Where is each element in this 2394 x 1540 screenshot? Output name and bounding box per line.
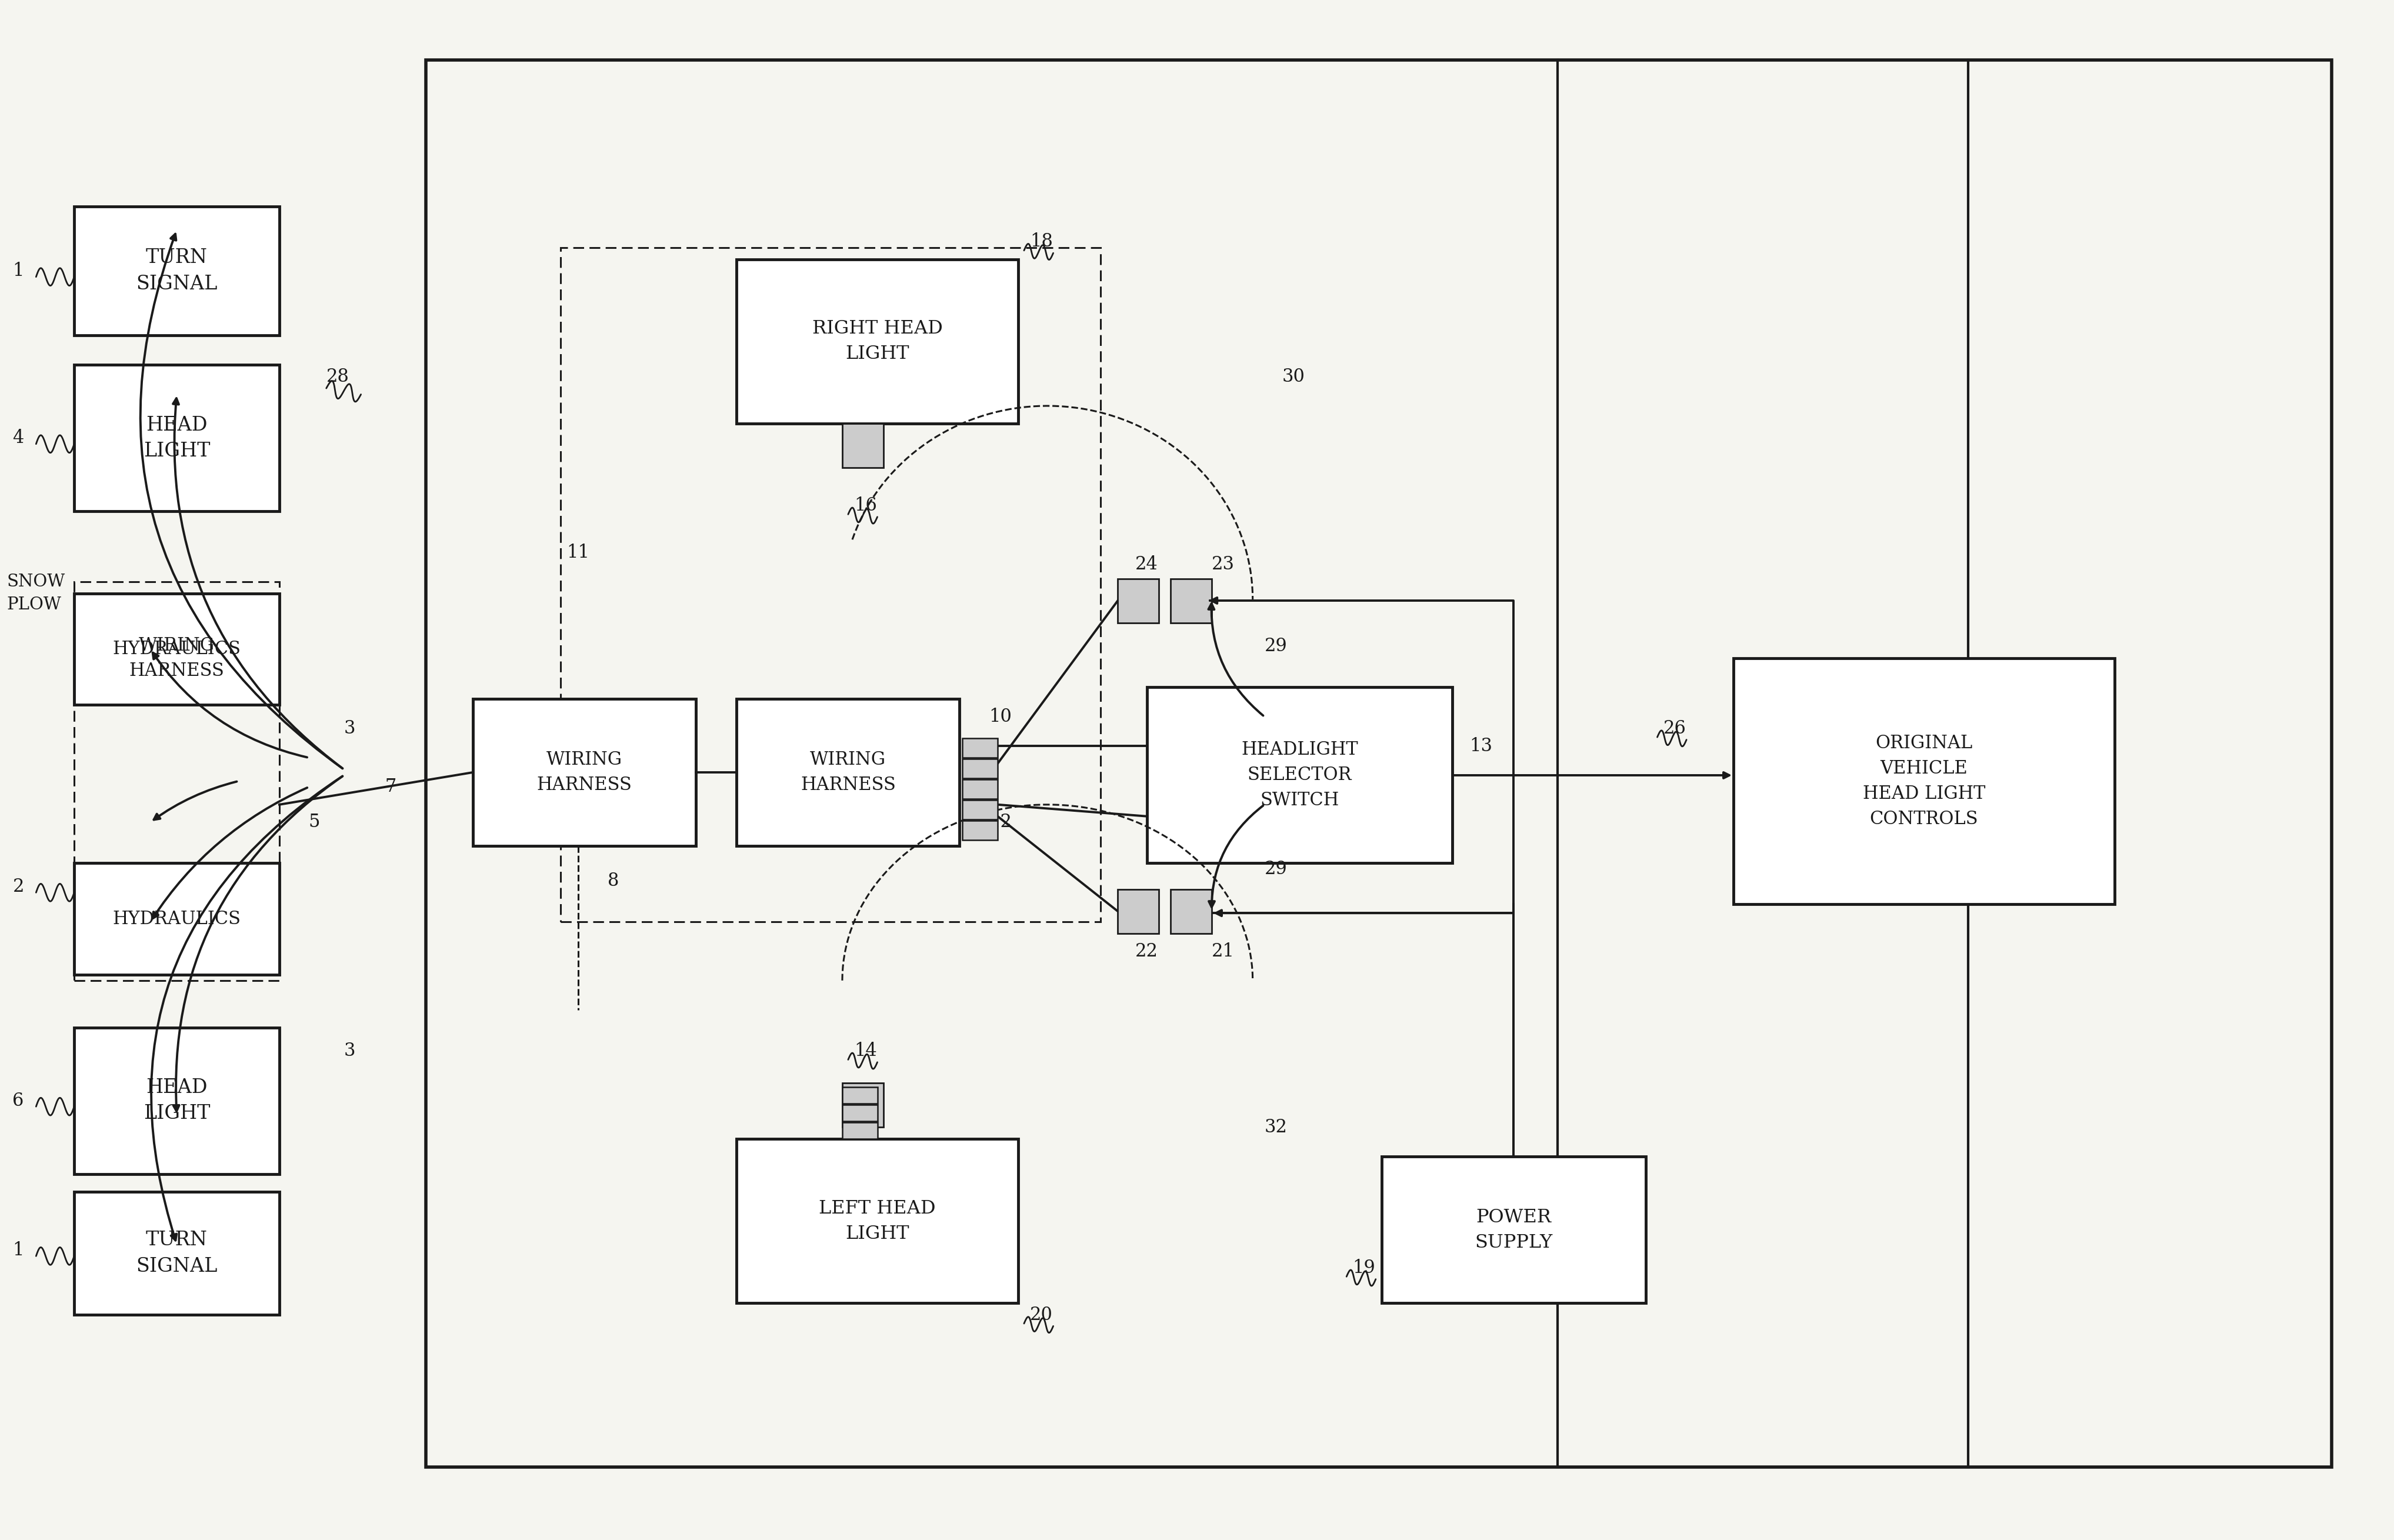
Text: HEADLIGHT
SELECTOR
SWITCH: HEADLIGHT SELECTOR SWITCH: [1240, 741, 1357, 810]
Text: 29: 29: [1264, 638, 1288, 656]
Text: HYDRAULICS: HYDRAULICS: [113, 910, 242, 929]
Text: TURN
SIGNAL: TURN SIGNAL: [136, 1230, 218, 1275]
Text: 24: 24: [1135, 554, 1159, 573]
FancyBboxPatch shape: [74, 593, 280, 705]
FancyBboxPatch shape: [737, 259, 1017, 424]
FancyBboxPatch shape: [74, 206, 280, 336]
Text: TURN
SIGNAL: TURN SIGNAL: [136, 248, 218, 294]
FancyBboxPatch shape: [74, 365, 280, 511]
FancyBboxPatch shape: [962, 821, 998, 839]
Text: 7: 7: [385, 778, 397, 796]
Text: 5: 5: [309, 813, 321, 832]
FancyBboxPatch shape: [74, 582, 280, 981]
Text: 1: 1: [12, 262, 24, 280]
FancyBboxPatch shape: [962, 759, 998, 778]
FancyBboxPatch shape: [843, 1083, 883, 1127]
FancyBboxPatch shape: [737, 699, 960, 845]
Text: 10: 10: [989, 707, 1013, 725]
Text: 21: 21: [1211, 942, 1235, 961]
Text: 26: 26: [1664, 719, 1685, 738]
FancyBboxPatch shape: [962, 738, 998, 758]
FancyBboxPatch shape: [74, 1027, 280, 1173]
FancyBboxPatch shape: [843, 424, 883, 468]
Text: 16: 16: [855, 496, 876, 514]
Text: 4: 4: [12, 430, 24, 447]
Text: 1: 1: [12, 1241, 24, 1260]
FancyBboxPatch shape: [843, 1123, 879, 1138]
Text: WIRING
HARNESS: WIRING HARNESS: [800, 750, 895, 795]
FancyBboxPatch shape: [1147, 687, 1453, 864]
Text: 3: 3: [345, 1041, 354, 1060]
FancyBboxPatch shape: [1171, 579, 1211, 622]
Text: LEFT HEAD
LIGHT: LEFT HEAD LIGHT: [819, 1200, 936, 1243]
FancyBboxPatch shape: [962, 779, 998, 799]
Text: 14: 14: [855, 1041, 876, 1060]
FancyBboxPatch shape: [74, 864, 280, 975]
Text: 3: 3: [345, 719, 354, 738]
FancyBboxPatch shape: [843, 1087, 879, 1104]
FancyBboxPatch shape: [74, 1192, 280, 1315]
Text: 6: 6: [12, 1092, 24, 1110]
Text: 8: 8: [608, 872, 620, 890]
Text: POWER
SUPPLY: POWER SUPPLY: [1475, 1207, 1554, 1252]
Text: HYDRAULICS: HYDRAULICS: [113, 641, 242, 658]
FancyBboxPatch shape: [737, 1138, 1017, 1303]
Text: 20: 20: [1029, 1306, 1053, 1324]
FancyBboxPatch shape: [843, 1104, 879, 1121]
Text: 22: 22: [1135, 942, 1159, 961]
Text: 32: 32: [1264, 1118, 1288, 1137]
Text: RIGHT HEAD
LIGHT: RIGHT HEAD LIGHT: [812, 320, 943, 363]
FancyBboxPatch shape: [962, 799, 998, 819]
FancyBboxPatch shape: [1118, 579, 1159, 622]
Text: HEAD
LIGHT: HEAD LIGHT: [144, 416, 211, 460]
Text: 30: 30: [1283, 368, 1305, 385]
Text: 11: 11: [567, 544, 589, 562]
FancyBboxPatch shape: [1381, 1157, 1645, 1303]
Text: 23: 23: [1211, 554, 1235, 573]
Text: 12: 12: [989, 813, 1013, 832]
Text: 13: 13: [1470, 736, 1491, 755]
Text: 19: 19: [1353, 1258, 1374, 1277]
FancyBboxPatch shape: [1118, 890, 1159, 933]
FancyBboxPatch shape: [1733, 658, 2114, 904]
Text: SNOW
PLOW: SNOW PLOW: [7, 574, 65, 613]
Text: 29: 29: [1264, 859, 1288, 878]
Text: HEAD
LIGHT: HEAD LIGHT: [144, 1078, 211, 1123]
Text: WIRING
HARNESS: WIRING HARNESS: [536, 750, 632, 795]
FancyBboxPatch shape: [474, 699, 697, 845]
Text: WIRING
HARNESS: WIRING HARNESS: [129, 636, 225, 679]
Text: 18: 18: [1029, 233, 1053, 251]
Text: 2: 2: [12, 878, 24, 896]
Text: ORIGINAL
VEHICLE
HEAD LIGHT
CONTROLS: ORIGINAL VEHICLE HEAD LIGHT CONTROLS: [1863, 735, 1985, 829]
FancyBboxPatch shape: [1171, 890, 1211, 933]
FancyBboxPatch shape: [426, 60, 2332, 1468]
Text: 28: 28: [326, 368, 350, 385]
